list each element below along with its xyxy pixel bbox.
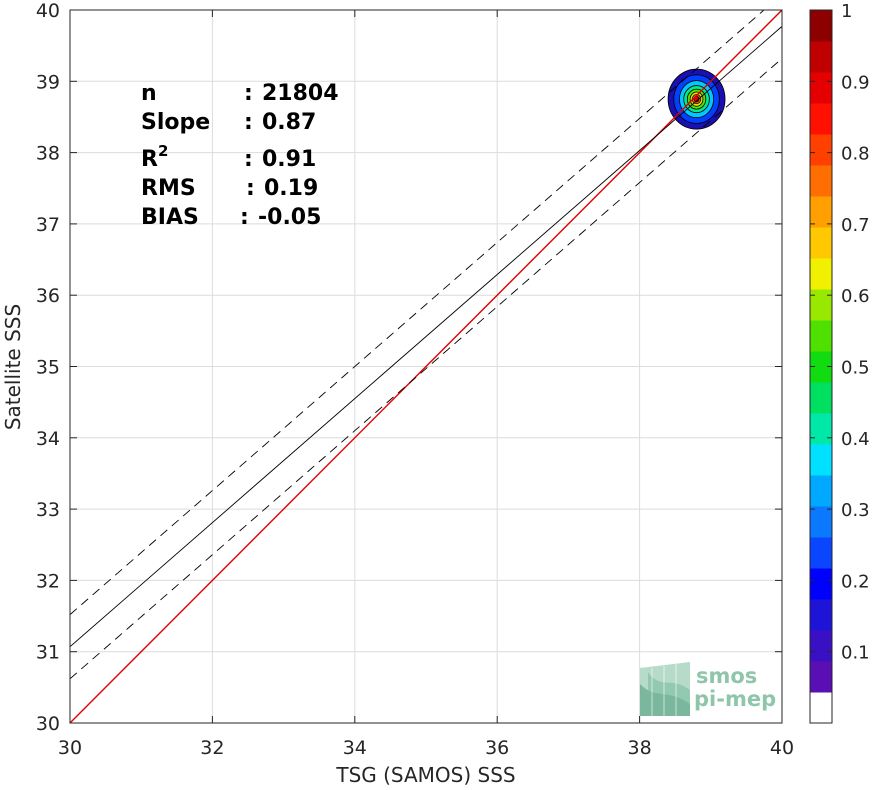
y-tick-label: 38 bbox=[36, 143, 60, 165]
colorbar-segment bbox=[810, 351, 832, 383]
y-axis-label: Satellite SSS bbox=[1, 304, 25, 430]
colorbar-tick-label: 0.3 bbox=[841, 500, 870, 521]
colorbar-segment bbox=[810, 289, 832, 321]
x-tick-label: 40 bbox=[770, 737, 794, 759]
colorbar-segment bbox=[810, 568, 832, 600]
stats-label-superscript: 2 bbox=[158, 142, 168, 160]
colorbar-segment bbox=[810, 692, 832, 724]
y-tick-label: 40 bbox=[36, 0, 60, 22]
stats-label: Slope bbox=[141, 110, 210, 135]
logo-text-pimep: pi-mep bbox=[694, 687, 776, 711]
colorbar-segment bbox=[810, 630, 832, 662]
stats-value: 0.19 bbox=[264, 176, 318, 201]
colorbar-segment bbox=[810, 413, 832, 445]
x-axis-label: TSG (SAMOS) SSS bbox=[335, 763, 515, 787]
fit-line bbox=[70, 26, 782, 648]
fit-bound-line bbox=[70, 58, 782, 680]
stats-value: -0.05 bbox=[258, 205, 321, 230]
colorbar-segment bbox=[810, 10, 832, 42]
stats-value: 21804 bbox=[262, 81, 339, 106]
smos-pimep-logo: smos pi-mep bbox=[640, 662, 776, 716]
colorbar-tick-label: 0.4 bbox=[841, 429, 870, 450]
colorbar-segment bbox=[810, 196, 832, 228]
stats-separator: : bbox=[244, 147, 253, 172]
colorbar-tick-label: 0.5 bbox=[841, 358, 870, 379]
stats-value: 0.87 bbox=[262, 110, 316, 135]
x-tick-label: 30 bbox=[58, 737, 82, 759]
stats-label: RMS bbox=[141, 176, 196, 201]
x-tick-label: 36 bbox=[485, 737, 509, 759]
stats-label: n bbox=[141, 81, 157, 106]
y-axis-ticks: 30 31 32 33 34 35 36 37 38 39 40 bbox=[36, 0, 782, 735]
stats-separator: : bbox=[244, 110, 253, 135]
stats-label: BIAS bbox=[141, 205, 199, 230]
colorbar-segment bbox=[810, 444, 832, 476]
colorbar-segment bbox=[810, 258, 832, 290]
y-tick-label: 34 bbox=[36, 428, 60, 450]
colorbar-segment bbox=[810, 506, 832, 538]
regression-lines bbox=[70, 10, 782, 723]
y-tick-label: 32 bbox=[36, 570, 60, 592]
colorbar-segment bbox=[810, 72, 832, 104]
colorbar-tick-label: 1 bbox=[841, 1, 852, 22]
colorbar-segment bbox=[810, 661, 832, 693]
y-tick-label: 39 bbox=[36, 71, 60, 93]
colorbar-tick-label: 0.2 bbox=[841, 571, 870, 592]
logo-waves-icon bbox=[640, 662, 690, 716]
colorbar: 0.1 0.2 0.3 0.4 0.5 0.6 0.7 0.8 0.9 1 bbox=[809, 1, 870, 724]
colorbar-segment bbox=[810, 165, 832, 197]
y-tick-label: 35 bbox=[36, 357, 60, 379]
colorbar-segment bbox=[810, 475, 832, 507]
x-tick-label: 34 bbox=[343, 737, 367, 759]
stats-separator: : bbox=[240, 205, 249, 230]
x-axis-ticks: 30 32 34 36 38 40 bbox=[58, 10, 794, 759]
stats-value: 0.91 bbox=[262, 147, 316, 172]
colorbar-tick-label: 0.6 bbox=[841, 286, 870, 307]
colorbar-segment bbox=[810, 320, 832, 352]
colorbar-segment bbox=[810, 382, 832, 414]
stats-label: R2 bbox=[141, 142, 168, 172]
density-contours bbox=[667, 68, 726, 130]
identity-line bbox=[70, 10, 782, 723]
colorbar-segment bbox=[810, 103, 832, 135]
y-tick-label: 33 bbox=[36, 499, 60, 521]
colorbar-tick-label: 0.9 bbox=[841, 72, 870, 93]
colorbar-tick-label: 0.1 bbox=[841, 643, 870, 664]
colorbar-tick-label: 0.8 bbox=[841, 144, 870, 165]
y-tick-label: 37 bbox=[36, 214, 60, 236]
y-tick-label: 36 bbox=[36, 285, 60, 307]
colorbar-segment bbox=[810, 41, 832, 73]
logo-text-smos: smos bbox=[696, 664, 757, 688]
y-tick-label: 31 bbox=[36, 642, 60, 664]
colorbar-segment bbox=[810, 599, 832, 631]
stats-separator: : bbox=[246, 176, 255, 201]
colorbar-segment bbox=[810, 134, 832, 166]
colorbar-tick-label: 0.7 bbox=[841, 215, 870, 236]
stats-separator: : bbox=[244, 81, 253, 106]
x-tick-label: 32 bbox=[200, 737, 224, 759]
x-tick-label: 38 bbox=[628, 737, 652, 759]
y-tick-label: 30 bbox=[36, 713, 60, 735]
colorbar-segment bbox=[810, 227, 832, 259]
colorbar-segment bbox=[810, 537, 832, 569]
fit-bound-line bbox=[70, 10, 765, 615]
